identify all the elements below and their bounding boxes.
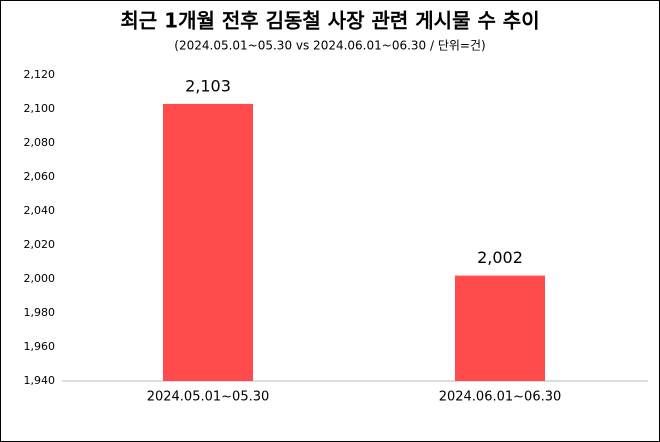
y-tick-label: 2,120 xyxy=(24,68,56,81)
y-tick-label: 2,040 xyxy=(24,204,56,217)
bar xyxy=(163,103,253,382)
value-label: 2,103 xyxy=(185,76,231,95)
y-tick-label: 2,100 xyxy=(24,102,56,115)
y-tick-label: 2,020 xyxy=(24,238,56,251)
y-tick-label: 1,980 xyxy=(24,306,56,319)
chart-subtitle: (2024.05.01~05.30 vs 2024.06.01~06.30 / … xyxy=(174,39,485,53)
y-tick-label: 2,080 xyxy=(24,136,56,149)
x-tick-label: 2024.06.01~06.30 xyxy=(439,390,562,405)
chart-title: 최근 1개월 전후 김동철 사장 관련 게시물 수 추이 xyxy=(120,9,539,33)
y-tick-label: 1,960 xyxy=(24,340,56,353)
x-tick-label: 2024.05.01~05.30 xyxy=(147,390,270,405)
value-label: 2,002 xyxy=(477,248,523,267)
y-tick-label: 1,940 xyxy=(24,374,56,387)
y-tick-label: 2,000 xyxy=(24,272,56,285)
y-tick-label: 2,060 xyxy=(24,170,56,183)
bar xyxy=(455,275,545,381)
